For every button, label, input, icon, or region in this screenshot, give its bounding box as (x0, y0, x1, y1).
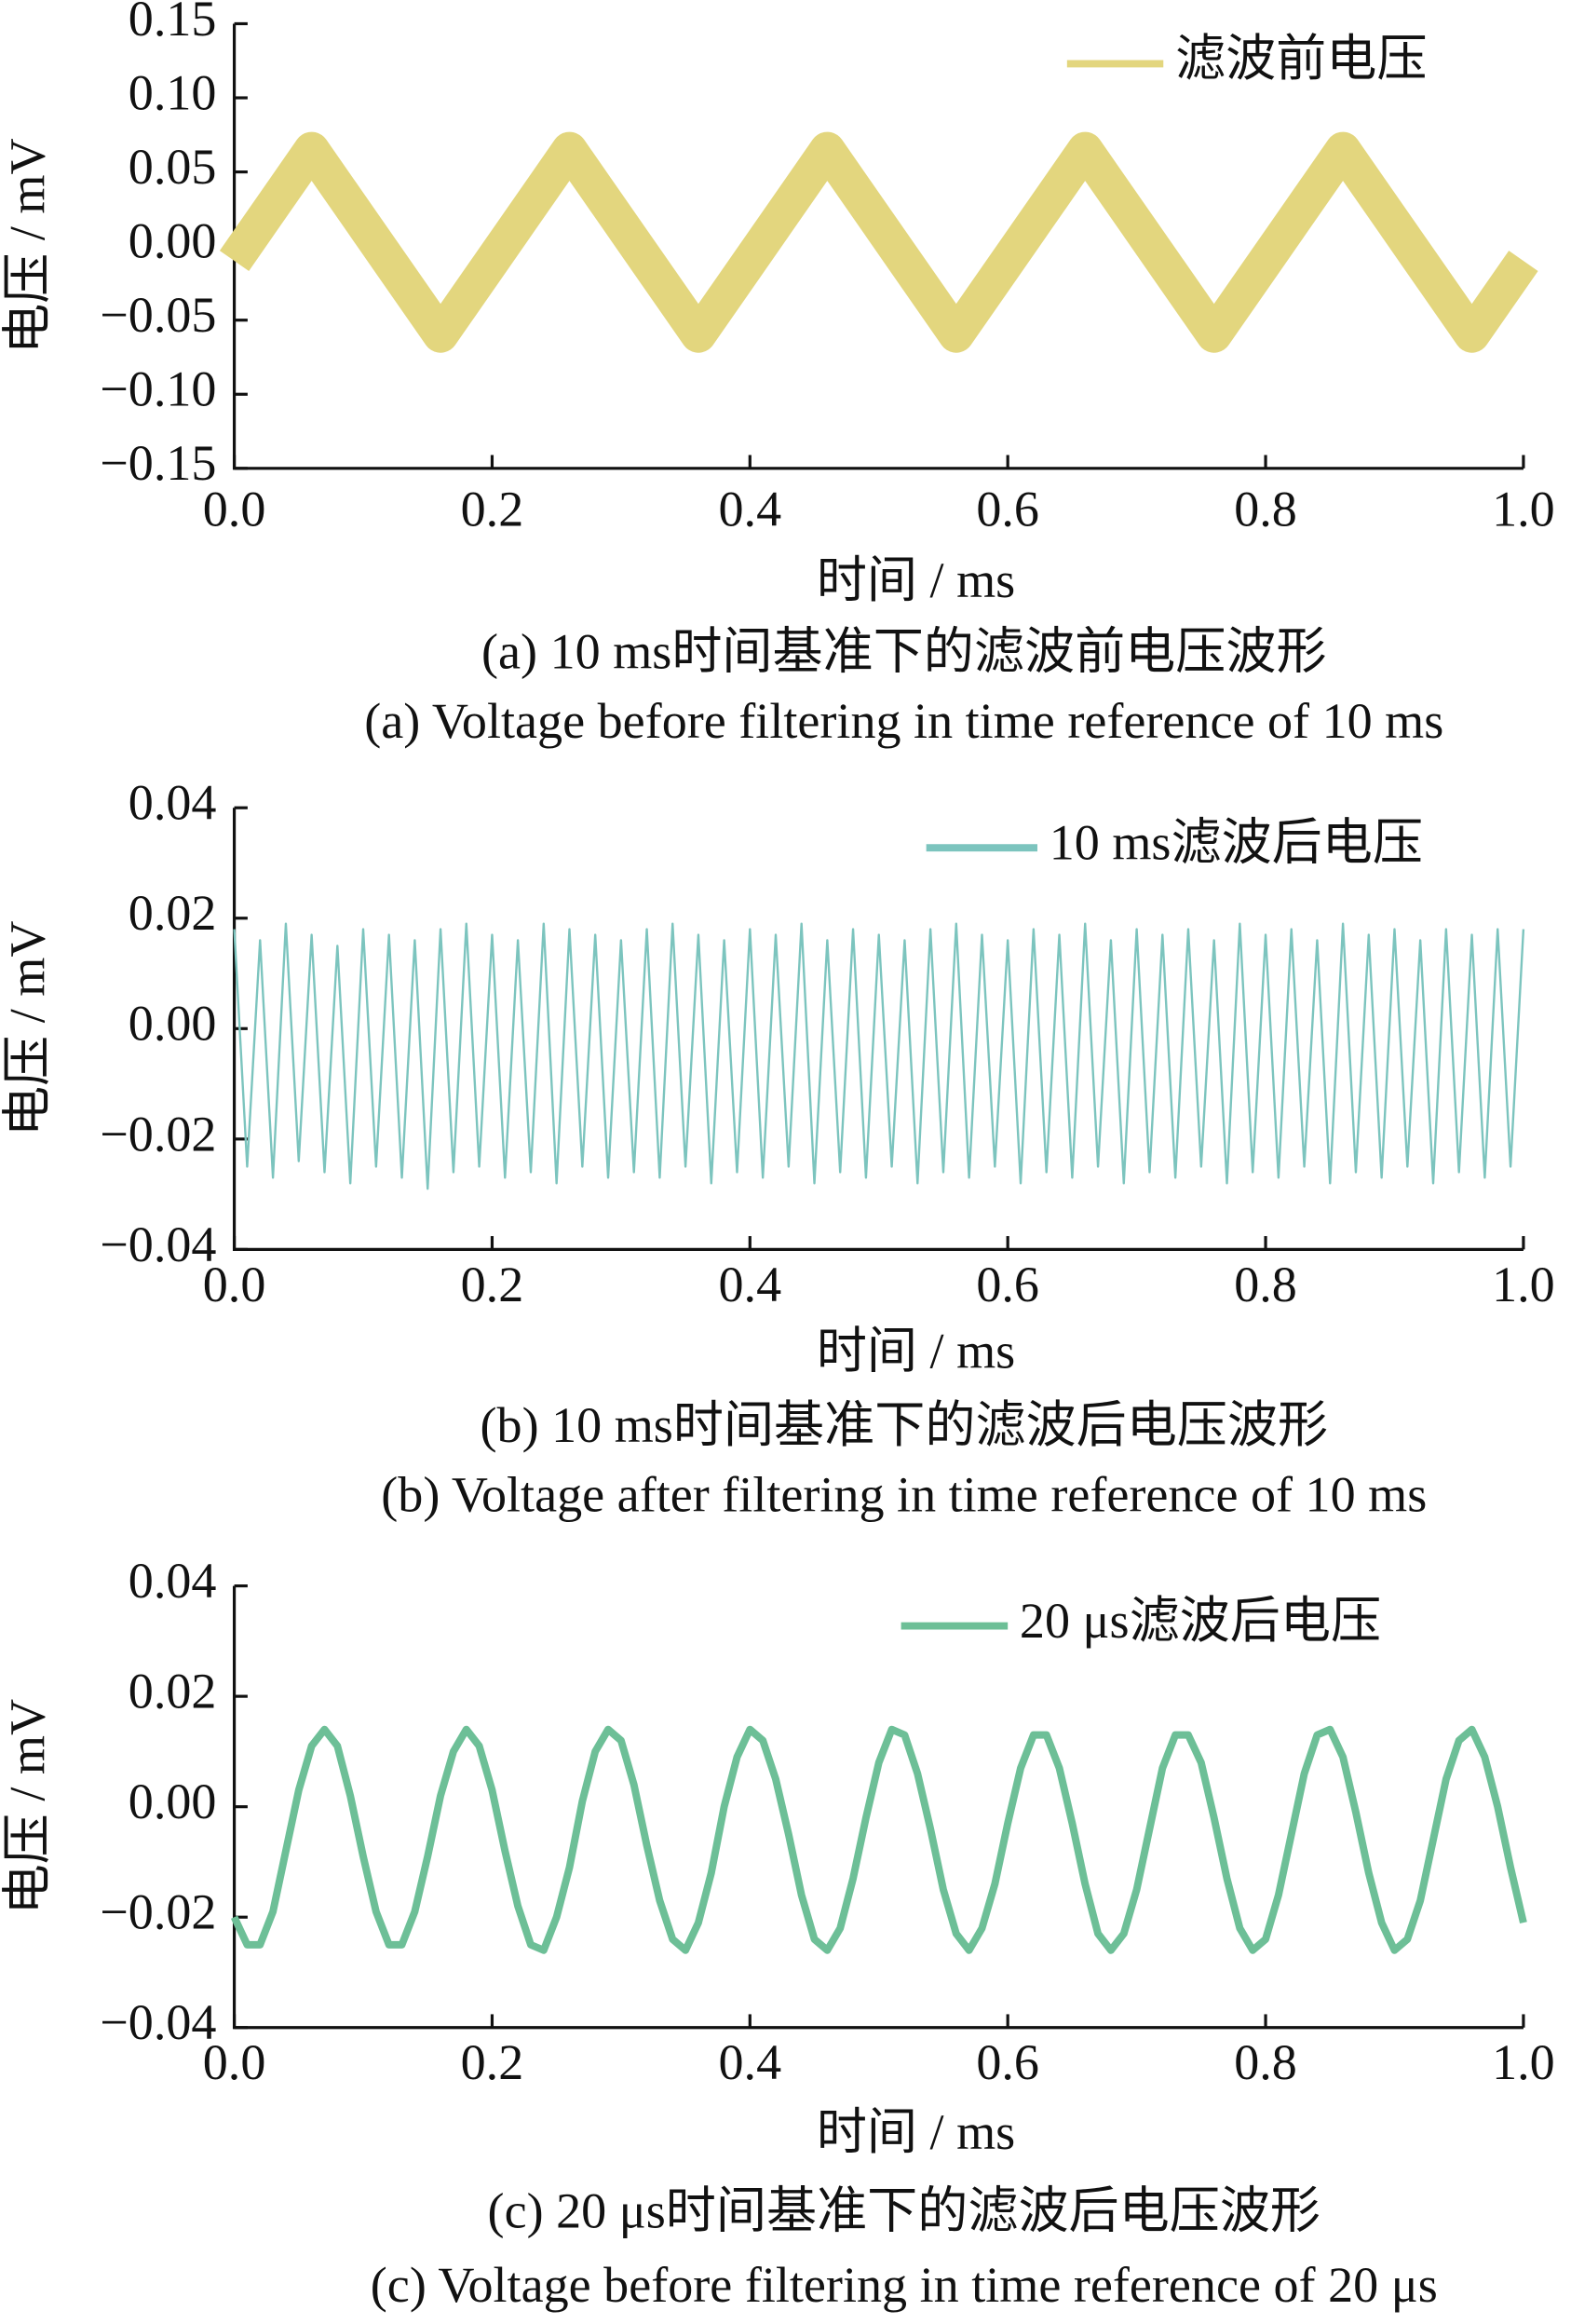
x-tick-label: 0.0 (203, 2034, 266, 2090)
y-tick-label: 0.05 (129, 139, 217, 195)
series-line (230, 1725, 1527, 1954)
x-tick-label: 0.6 (976, 482, 1039, 537)
legend-label: 滤波前电压 (1175, 31, 1427, 87)
caption-en: (a) Voltage before filtering in time ref… (364, 693, 1443, 749)
y-tick-label: 0.15 (129, 0, 217, 47)
x-tick-label: 0.2 (461, 482, 524, 537)
x-axis-label: 时间 / ms (817, 2104, 1015, 2160)
caption-zh: (a) 10 ms时间基准下的滤波前电压波形 (481, 623, 1327, 679)
y-tick-label: −0.10 (100, 361, 216, 417)
x-tick-label: 0.6 (976, 1257, 1039, 1312)
series-line (233, 922, 1525, 1190)
y-tick-label: −0.04 (100, 1216, 216, 1272)
axis-spine (232, 1585, 1524, 2030)
y-tick-label: 0.10 (129, 64, 217, 120)
caption-zh: (c) 20 μs时间基准下的滤波后电压波形 (488, 2182, 1320, 2238)
x-tick-label: 1.0 (1492, 482, 1555, 537)
y-tick-label: 0.04 (129, 775, 217, 831)
y-tick-label: 0.02 (129, 1664, 217, 1719)
x-tick-label: 0.8 (1234, 482, 1297, 537)
x-tick-label: 0.6 (976, 2034, 1039, 2090)
caption-en: (c) Voltage before filtering in time ref… (371, 2257, 1438, 2313)
legend-label: 20 μs滤波后电压 (1020, 1593, 1381, 1649)
y-tick-label: −0.02 (100, 1884, 216, 1940)
x-tick-label: 0.8 (1234, 1257, 1297, 1312)
y-axis-label: 电压 / mV (0, 921, 56, 1136)
x-tick-label: 1.0 (1492, 1257, 1555, 1312)
x-axis-label: 时间 / ms (817, 552, 1015, 608)
y-axis-label: 电压 / mV (0, 138, 56, 353)
x-tick-label: 0.2 (461, 1257, 524, 1312)
y-tick-label: −0.04 (100, 1994, 216, 2050)
caption-en: (b) Voltage after filtering in time refe… (381, 1467, 1427, 1523)
series-line (219, 131, 1538, 353)
y-axis-label: 电压 / mV (0, 1699, 56, 1914)
x-axis-label: 时间 / ms (817, 1323, 1015, 1379)
x-tick-label: 0.4 (718, 1257, 781, 1312)
y-tick-label: 0.00 (129, 213, 217, 269)
x-tick-label: 0.0 (203, 1257, 266, 1312)
x-tick-label: 0.4 (718, 482, 781, 537)
y-tick-label: −0.15 (100, 435, 216, 491)
legend-label: 10 ms滤波后电压 (1050, 815, 1423, 871)
x-tick-label: 0.2 (461, 2034, 524, 2090)
x-tick-label: 1.0 (1492, 2034, 1555, 2090)
x-tick-label: 0.4 (718, 2034, 781, 2090)
caption-zh: (b) 10 ms时间基准下的滤波后电压波形 (481, 1397, 1329, 1453)
x-tick-label: 0.0 (203, 482, 266, 537)
x-tick-label: 0.8 (1234, 2034, 1297, 2090)
y-tick-label: 0.04 (129, 1553, 217, 1609)
y-tick-label: 0.00 (129, 1774, 217, 1829)
y-tick-label: 0.02 (129, 885, 217, 941)
y-tick-label: −0.02 (100, 1106, 216, 1162)
y-tick-label: 0.00 (129, 996, 217, 1052)
y-tick-label: −0.05 (100, 287, 216, 343)
